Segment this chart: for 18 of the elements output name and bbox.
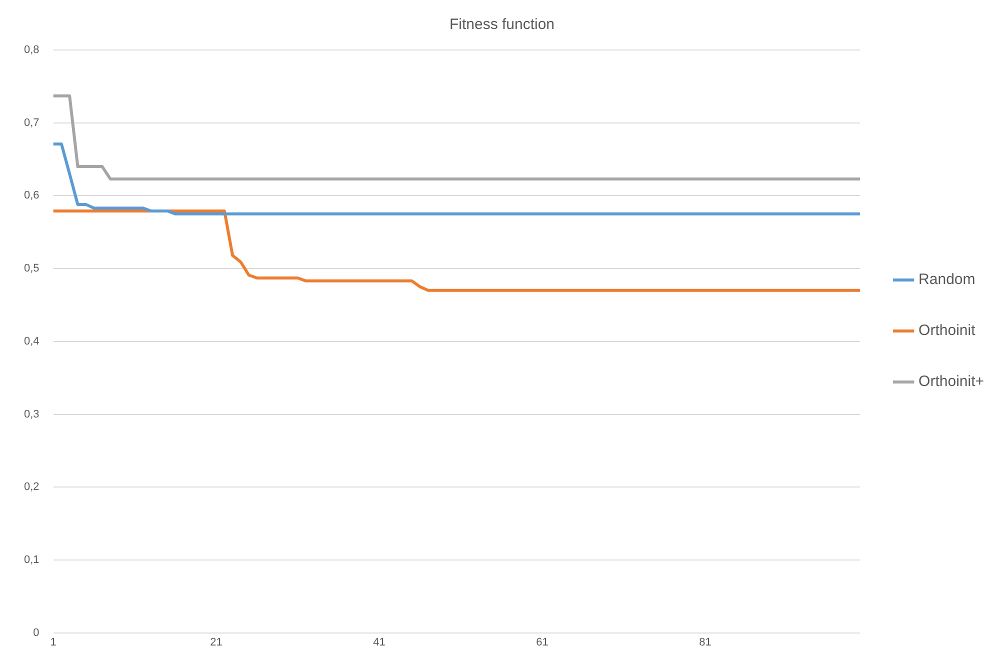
legend-label: Random bbox=[918, 271, 976, 288]
x-tick-label: 41 bbox=[373, 636, 386, 648]
y-tick-label: 0,7 bbox=[24, 116, 40, 129]
y-tick-label: 0,2 bbox=[24, 481, 40, 494]
y-tick-label: 0,4 bbox=[24, 335, 40, 348]
y-tick-label: 0 bbox=[33, 626, 40, 639]
legend-label: Orthoinit+ bbox=[918, 373, 984, 390]
y-tick-label: 0,3 bbox=[24, 408, 40, 420]
x-tick-label: 1 bbox=[50, 636, 56, 648]
chart-title: Fitness function bbox=[449, 16, 555, 34]
x-tick-label: 61 bbox=[536, 636, 548, 648]
y-tick-label: 0,1 bbox=[24, 554, 40, 566]
y-tick-label: 0,8 bbox=[24, 44, 40, 56]
legend-label: Orthoinit bbox=[918, 322, 976, 340]
y-tick-label: 0,6 bbox=[24, 190, 40, 202]
x-tick-label: 81 bbox=[699, 636, 712, 648]
x-tick-label: 21 bbox=[210, 636, 222, 648]
y-tick-label: 0,5 bbox=[24, 262, 40, 275]
